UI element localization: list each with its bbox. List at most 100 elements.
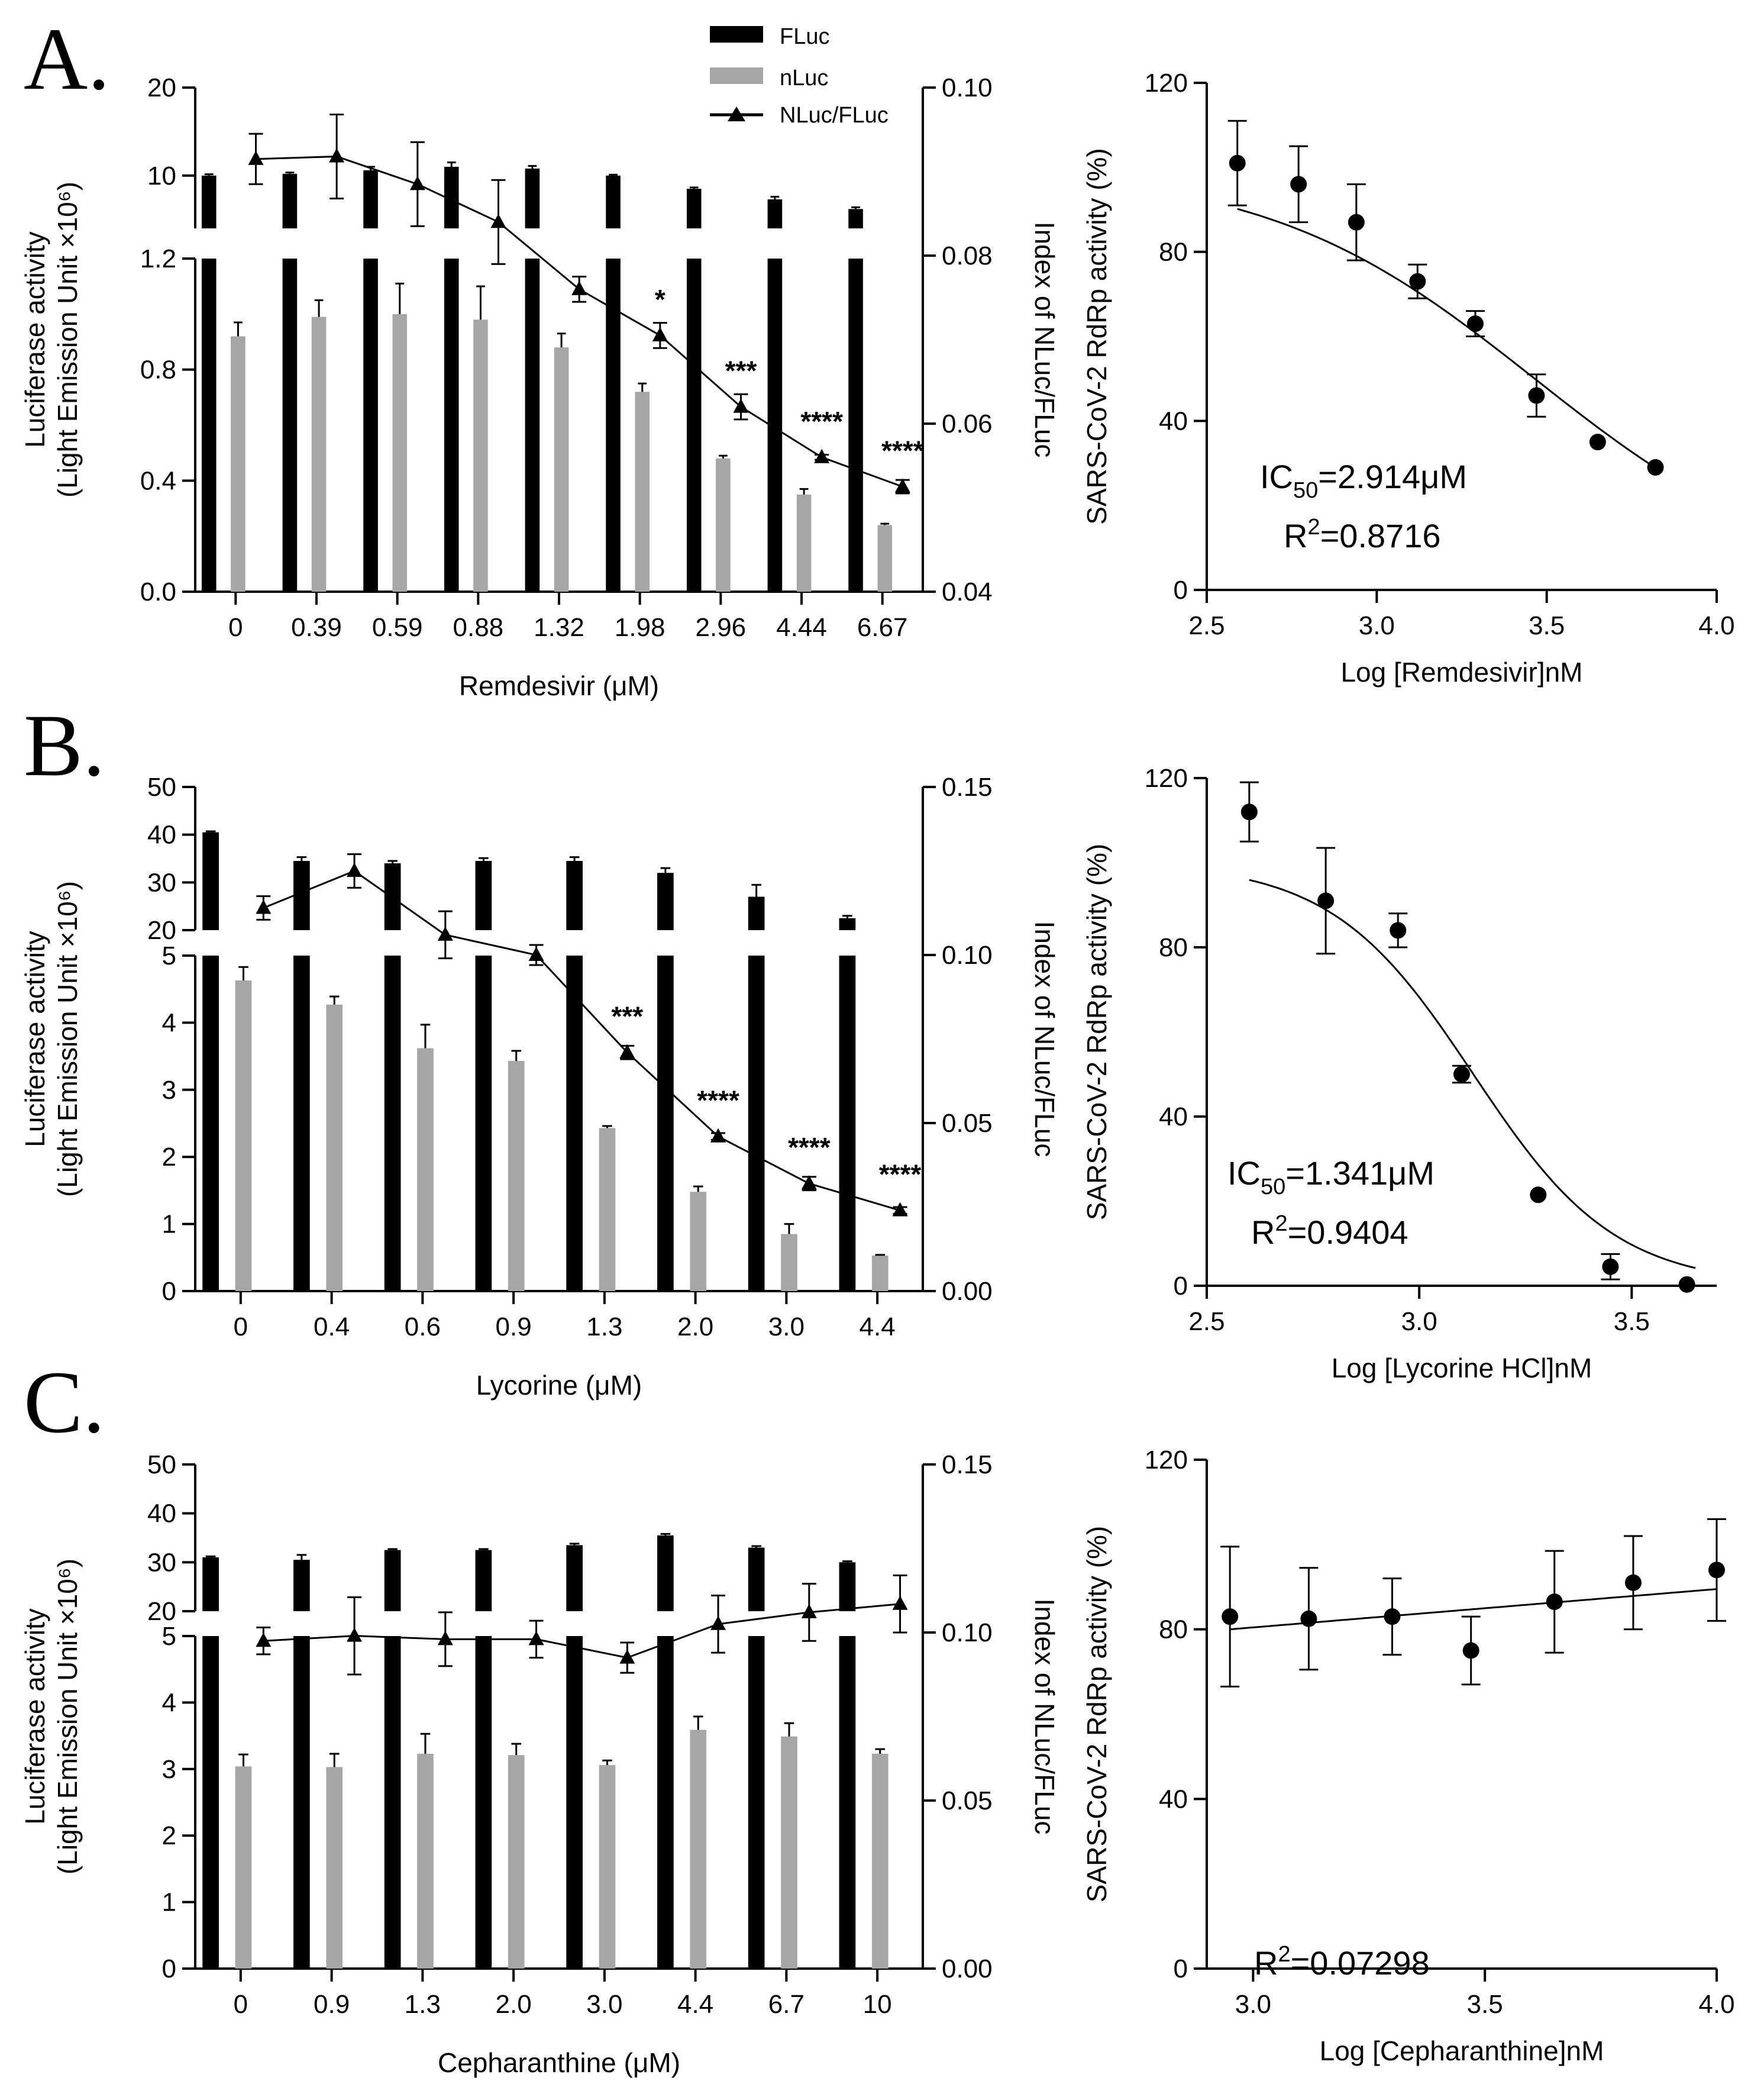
y-tick-label: 80 xyxy=(1159,1615,1188,1644)
bar-nluc xyxy=(235,980,252,1291)
y-tick-label: 120 xyxy=(1145,764,1188,793)
x-tick-label: 0.59 xyxy=(372,613,423,642)
y-tick-label-upper: 40 xyxy=(147,1499,176,1528)
bar-fluc xyxy=(384,1636,401,1969)
y-tick-label-right: 0.08 xyxy=(942,241,993,270)
ic50-annotation: IC50=1.341μM xyxy=(1227,1154,1435,1199)
ic50-prefix: IC xyxy=(1260,458,1293,495)
ratio-point xyxy=(347,863,363,877)
y-tick-label: 0 xyxy=(1174,576,1188,605)
x-tick-label: 3.0 xyxy=(768,1312,805,1341)
y-tick-label: 40 xyxy=(1159,1102,1188,1131)
legend-label-fluc: FLuc xyxy=(780,24,829,49)
legend-swatch-fluc xyxy=(710,26,763,43)
bar-fluc xyxy=(293,956,310,1291)
ic50-value: =2.914μM xyxy=(1318,458,1467,495)
panel-label-b: B. xyxy=(24,696,105,795)
bar-fluc xyxy=(566,956,583,1291)
bar-fluc-upper xyxy=(525,168,540,228)
bar-fluc xyxy=(748,1636,765,1969)
significance-label: **** xyxy=(879,1159,922,1190)
bar-fluc xyxy=(475,956,492,1291)
bar-fluc xyxy=(748,956,765,1291)
x-tick-label: 3.5 xyxy=(1467,1990,1503,2019)
y-tick-label-lower: 1.2 xyxy=(140,244,176,273)
r2-value: =0.07298 xyxy=(1291,1944,1430,1982)
x-tick-label: 3.5 xyxy=(1614,1307,1650,1336)
y-tick-label-lower: 4 xyxy=(162,1008,176,1037)
y-tick-label-right: 0.10 xyxy=(942,1618,993,1647)
data-point xyxy=(1300,1610,1317,1627)
bar-fluc-upper xyxy=(767,199,783,228)
x-tick-label: 0.9 xyxy=(314,1990,350,2019)
data-point xyxy=(1229,154,1246,172)
significance-label: *** xyxy=(725,356,757,386)
bar-fluc-upper xyxy=(566,861,583,930)
significance-label: **** xyxy=(881,435,924,466)
ratio-line xyxy=(256,155,903,488)
r2-prefix: R xyxy=(1254,1944,1278,1982)
bar-fluc-upper xyxy=(657,873,674,930)
y-tick-label: 40 xyxy=(1159,1785,1188,1814)
ratio-point xyxy=(347,1627,363,1642)
y-tick-label-upper: 30 xyxy=(147,1548,176,1577)
data-point xyxy=(1624,1574,1642,1591)
bar-fluc xyxy=(475,1636,492,1969)
bar-fluc xyxy=(606,259,621,592)
bar-fluc-upper xyxy=(839,918,856,930)
y-tick-label-upper: 50 xyxy=(147,1450,176,1479)
bar-fluc xyxy=(839,956,856,1291)
bar-fluc-upper xyxy=(384,1550,401,1611)
y-tick-label-lower: 0.8 xyxy=(140,356,176,385)
bar-fluc xyxy=(201,259,217,592)
bar-nluc xyxy=(417,1753,434,1969)
ratio-point xyxy=(437,926,453,941)
x-tick-label: 0 xyxy=(234,1312,248,1341)
y-tick-label-right: 0.06 xyxy=(942,409,993,438)
y-tick-label-upper: 40 xyxy=(147,821,176,850)
x-tick-label: 0 xyxy=(234,1990,248,2019)
y-tick-label-upper: 10 xyxy=(147,162,176,191)
fit-curve xyxy=(1237,208,1656,469)
bar-nluc xyxy=(690,1192,707,1291)
panel-label-c: C. xyxy=(24,1353,105,1451)
r2-annotation: R2=0.9404 xyxy=(1251,1211,1408,1251)
x-tick-label: 3.5 xyxy=(1529,611,1565,640)
bar-fluc-upper xyxy=(202,1557,219,1611)
bar-fluc xyxy=(444,259,459,592)
y-tick-label: 120 xyxy=(1145,1446,1188,1475)
x-tick-label: 2.0 xyxy=(677,1312,713,1341)
ratio-line xyxy=(263,870,900,1212)
x-axis-label: Lycorine (μM) xyxy=(476,1370,642,1401)
bar-nluc xyxy=(326,1767,343,1969)
y-tick-label: 80 xyxy=(1159,933,1188,962)
y-tick-label-right: 0.15 xyxy=(942,773,993,802)
ratio-point xyxy=(571,280,587,295)
ratio-point xyxy=(814,449,830,463)
x-tick-label: 1.32 xyxy=(534,613,584,642)
bar-fluc-upper xyxy=(293,1560,310,1611)
ratio-point xyxy=(437,1631,453,1646)
data-point xyxy=(1390,922,1407,939)
bar-nluc xyxy=(235,1766,252,1969)
data-point xyxy=(1602,1258,1619,1275)
significance-label: **** xyxy=(788,1132,831,1163)
y-axis-label: SARS-CoV-2 RdRp activity (%) xyxy=(1081,148,1112,525)
ratio-point xyxy=(892,1595,908,1610)
y-axis-label: SARS-CoV-2 RdRp activity (%) xyxy=(1081,1526,1112,1903)
y-axis-label-left: Luciferase activity xyxy=(20,931,50,1147)
legend: FLuc nLuc NLuc/FLuc xyxy=(710,24,889,128)
bar-nluc xyxy=(326,1004,343,1291)
ic50-subscript: 50 xyxy=(1261,1175,1285,1199)
bar-nluc xyxy=(781,1234,797,1291)
bar-nluc xyxy=(508,1061,525,1291)
bar-fluc-upper xyxy=(839,1562,856,1611)
y-tick-label-lower: 1 xyxy=(162,1210,176,1239)
ratio-point xyxy=(619,1649,635,1664)
x-tick-label: 2.96 xyxy=(696,613,747,642)
data-point xyxy=(1647,459,1664,476)
legend-label-ratio: NLuc/FLuc xyxy=(780,103,889,128)
ratio-point xyxy=(528,947,544,961)
x-tick-label: 0.6 xyxy=(405,1312,441,1341)
